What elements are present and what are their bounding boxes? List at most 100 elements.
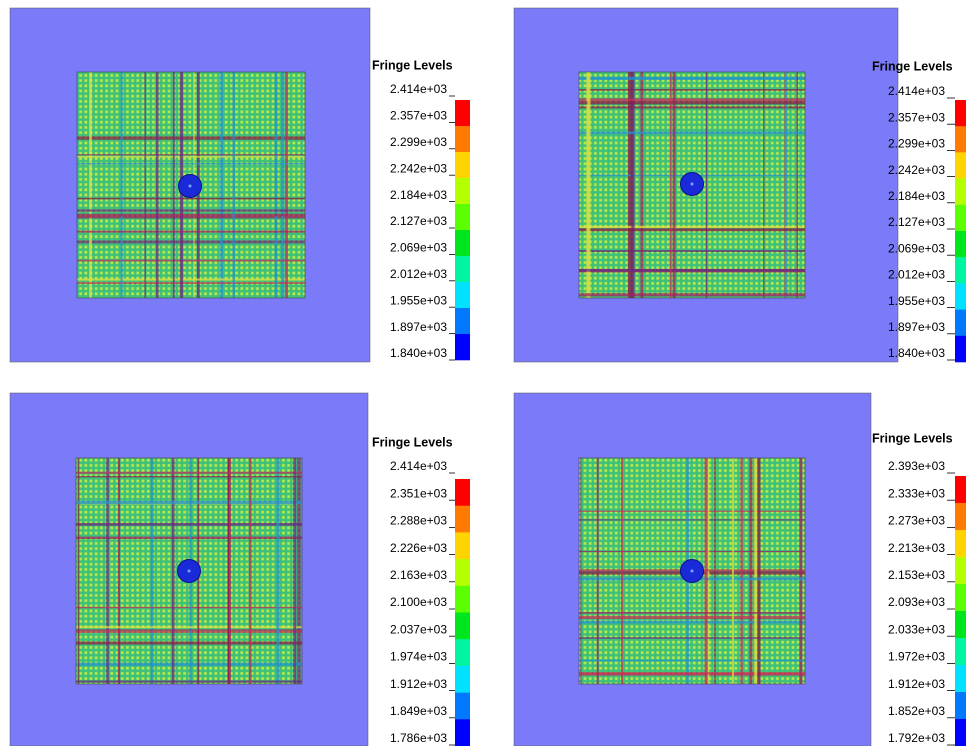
mesh-stripe bbox=[285, 72, 288, 298]
color-band bbox=[955, 283, 966, 310]
mesh-border bbox=[578, 457, 806, 685]
level-label: 2.127e+03 bbox=[888, 215, 945, 229]
mesh-stripe bbox=[281, 72, 285, 298]
legend-title: Fringe Levels bbox=[872, 59, 953, 73]
color-band bbox=[455, 719, 470, 746]
color-band bbox=[455, 100, 470, 127]
mesh-stripe bbox=[77, 230, 305, 233]
color-band bbox=[955, 692, 966, 720]
level-label: 1.955e+03 bbox=[390, 293, 447, 307]
level-label: 1.897e+03 bbox=[888, 320, 945, 334]
color-band bbox=[955, 100, 966, 127]
color-band bbox=[955, 476, 966, 504]
color-band bbox=[955, 665, 966, 693]
mesh-border bbox=[75, 457, 303, 685]
color-band bbox=[955, 557, 966, 585]
level-label: 2.069e+03 bbox=[390, 241, 447, 255]
mesh-stripe bbox=[172, 72, 175, 298]
mesh-stripe bbox=[672, 72, 676, 298]
mesh-stripe bbox=[579, 519, 805, 521]
color-band bbox=[455, 334, 470, 361]
mesh-stripe bbox=[669, 72, 672, 298]
mesh-stripe bbox=[732, 458, 734, 684]
color-band bbox=[455, 256, 470, 283]
level-label: 2.273e+03 bbox=[888, 514, 945, 528]
mesh-stripe bbox=[227, 458, 231, 684]
mesh-stripe bbox=[78, 458, 80, 684]
mesh-stripe bbox=[77, 213, 305, 217]
level-label: 2.069e+03 bbox=[888, 241, 945, 255]
mesh-stripe bbox=[763, 72, 765, 298]
level-label: 1.897e+03 bbox=[390, 320, 447, 334]
mesh-stripe bbox=[144, 72, 146, 298]
color-band bbox=[955, 126, 966, 153]
fringe-panel: Fringe Levels 2.393e+03 2.333e+03 2.273e+03… bbox=[513, 392, 966, 746]
impactor-center bbox=[690, 182, 694, 186]
mesh-stripe bbox=[276, 458, 280, 684]
level-label: 2.093e+03 bbox=[888, 595, 945, 609]
color-band bbox=[955, 719, 966, 746]
color-band bbox=[955, 503, 966, 531]
color-band bbox=[455, 585, 470, 613]
mesh-stripe bbox=[77, 240, 305, 244]
mesh-stripe bbox=[579, 550, 805, 553]
mesh-stripe bbox=[76, 680, 302, 683]
color-band bbox=[455, 152, 470, 179]
color-band bbox=[955, 178, 966, 206]
mesh-stripe bbox=[76, 471, 302, 474]
mesh-stripe bbox=[248, 458, 252, 684]
color-band bbox=[455, 126, 470, 153]
level-label: 2.414e+03 bbox=[888, 84, 945, 98]
mesh-stripe bbox=[76, 536, 302, 539]
mesh-stripe bbox=[220, 72, 223, 298]
mesh-stripe bbox=[77, 155, 305, 158]
level-label: 1.955e+03 bbox=[888, 294, 945, 308]
mesh-stripe bbox=[120, 72, 123, 298]
color-band bbox=[455, 692, 470, 720]
color-band bbox=[455, 230, 470, 257]
legend-title: Fringe Levels bbox=[872, 431, 953, 445]
color-band bbox=[455, 559, 470, 587]
mesh-stripe bbox=[117, 458, 121, 684]
mesh-stripe bbox=[232, 72, 235, 298]
mesh-stripe bbox=[704, 458, 708, 684]
mesh-stripe bbox=[579, 268, 805, 272]
level-label: 2.242e+03 bbox=[888, 163, 945, 177]
level-label: 1.792e+03 bbox=[888, 731, 945, 745]
color-band bbox=[455, 505, 470, 533]
level-label: 2.184e+03 bbox=[888, 189, 945, 203]
level-label: 2.351e+03 bbox=[390, 486, 447, 500]
mesh-stripe bbox=[293, 458, 297, 684]
level-label: 1.912e+03 bbox=[390, 677, 447, 691]
color-band bbox=[455, 665, 470, 693]
mesh-stripe bbox=[77, 215, 305, 219]
mesh-stripe bbox=[786, 72, 788, 298]
level-label: 2.163e+03 bbox=[390, 568, 447, 582]
color-band bbox=[955, 584, 966, 612]
color-band bbox=[455, 308, 470, 335]
mesh-stripe bbox=[579, 659, 805, 662]
level-label: 2.127e+03 bbox=[390, 214, 447, 228]
mesh-stripe bbox=[579, 615, 805, 620]
level-label: 2.357e+03 bbox=[390, 109, 447, 123]
level-label: 2.100e+03 bbox=[390, 595, 447, 609]
mesh-stripe bbox=[631, 72, 635, 298]
mesh-stripe bbox=[76, 662, 302, 666]
level-label: 2.393e+03 bbox=[888, 459, 945, 473]
level-label: 2.226e+03 bbox=[390, 541, 447, 555]
mesh-stripe bbox=[587, 72, 591, 298]
color-band bbox=[455, 204, 470, 231]
mesh-stripe bbox=[579, 76, 805, 80]
mesh-stripe bbox=[579, 106, 805, 109]
mesh-stripe bbox=[754, 458, 758, 684]
fringe-panel: Fringe Levels 2.414e+03 2.357e+03 2.299e+03… bbox=[9, 7, 470, 363]
mesh-stripe bbox=[76, 629, 302, 631]
color-band bbox=[455, 639, 470, 667]
level-label: 2.414e+03 bbox=[390, 459, 447, 473]
color-band bbox=[955, 611, 966, 639]
mesh-stripe bbox=[297, 458, 301, 684]
level-label: 2.012e+03 bbox=[390, 267, 447, 281]
mesh-border bbox=[578, 71, 806, 299]
color-band bbox=[955, 335, 966, 363]
mesh-stripe bbox=[76, 522, 302, 526]
